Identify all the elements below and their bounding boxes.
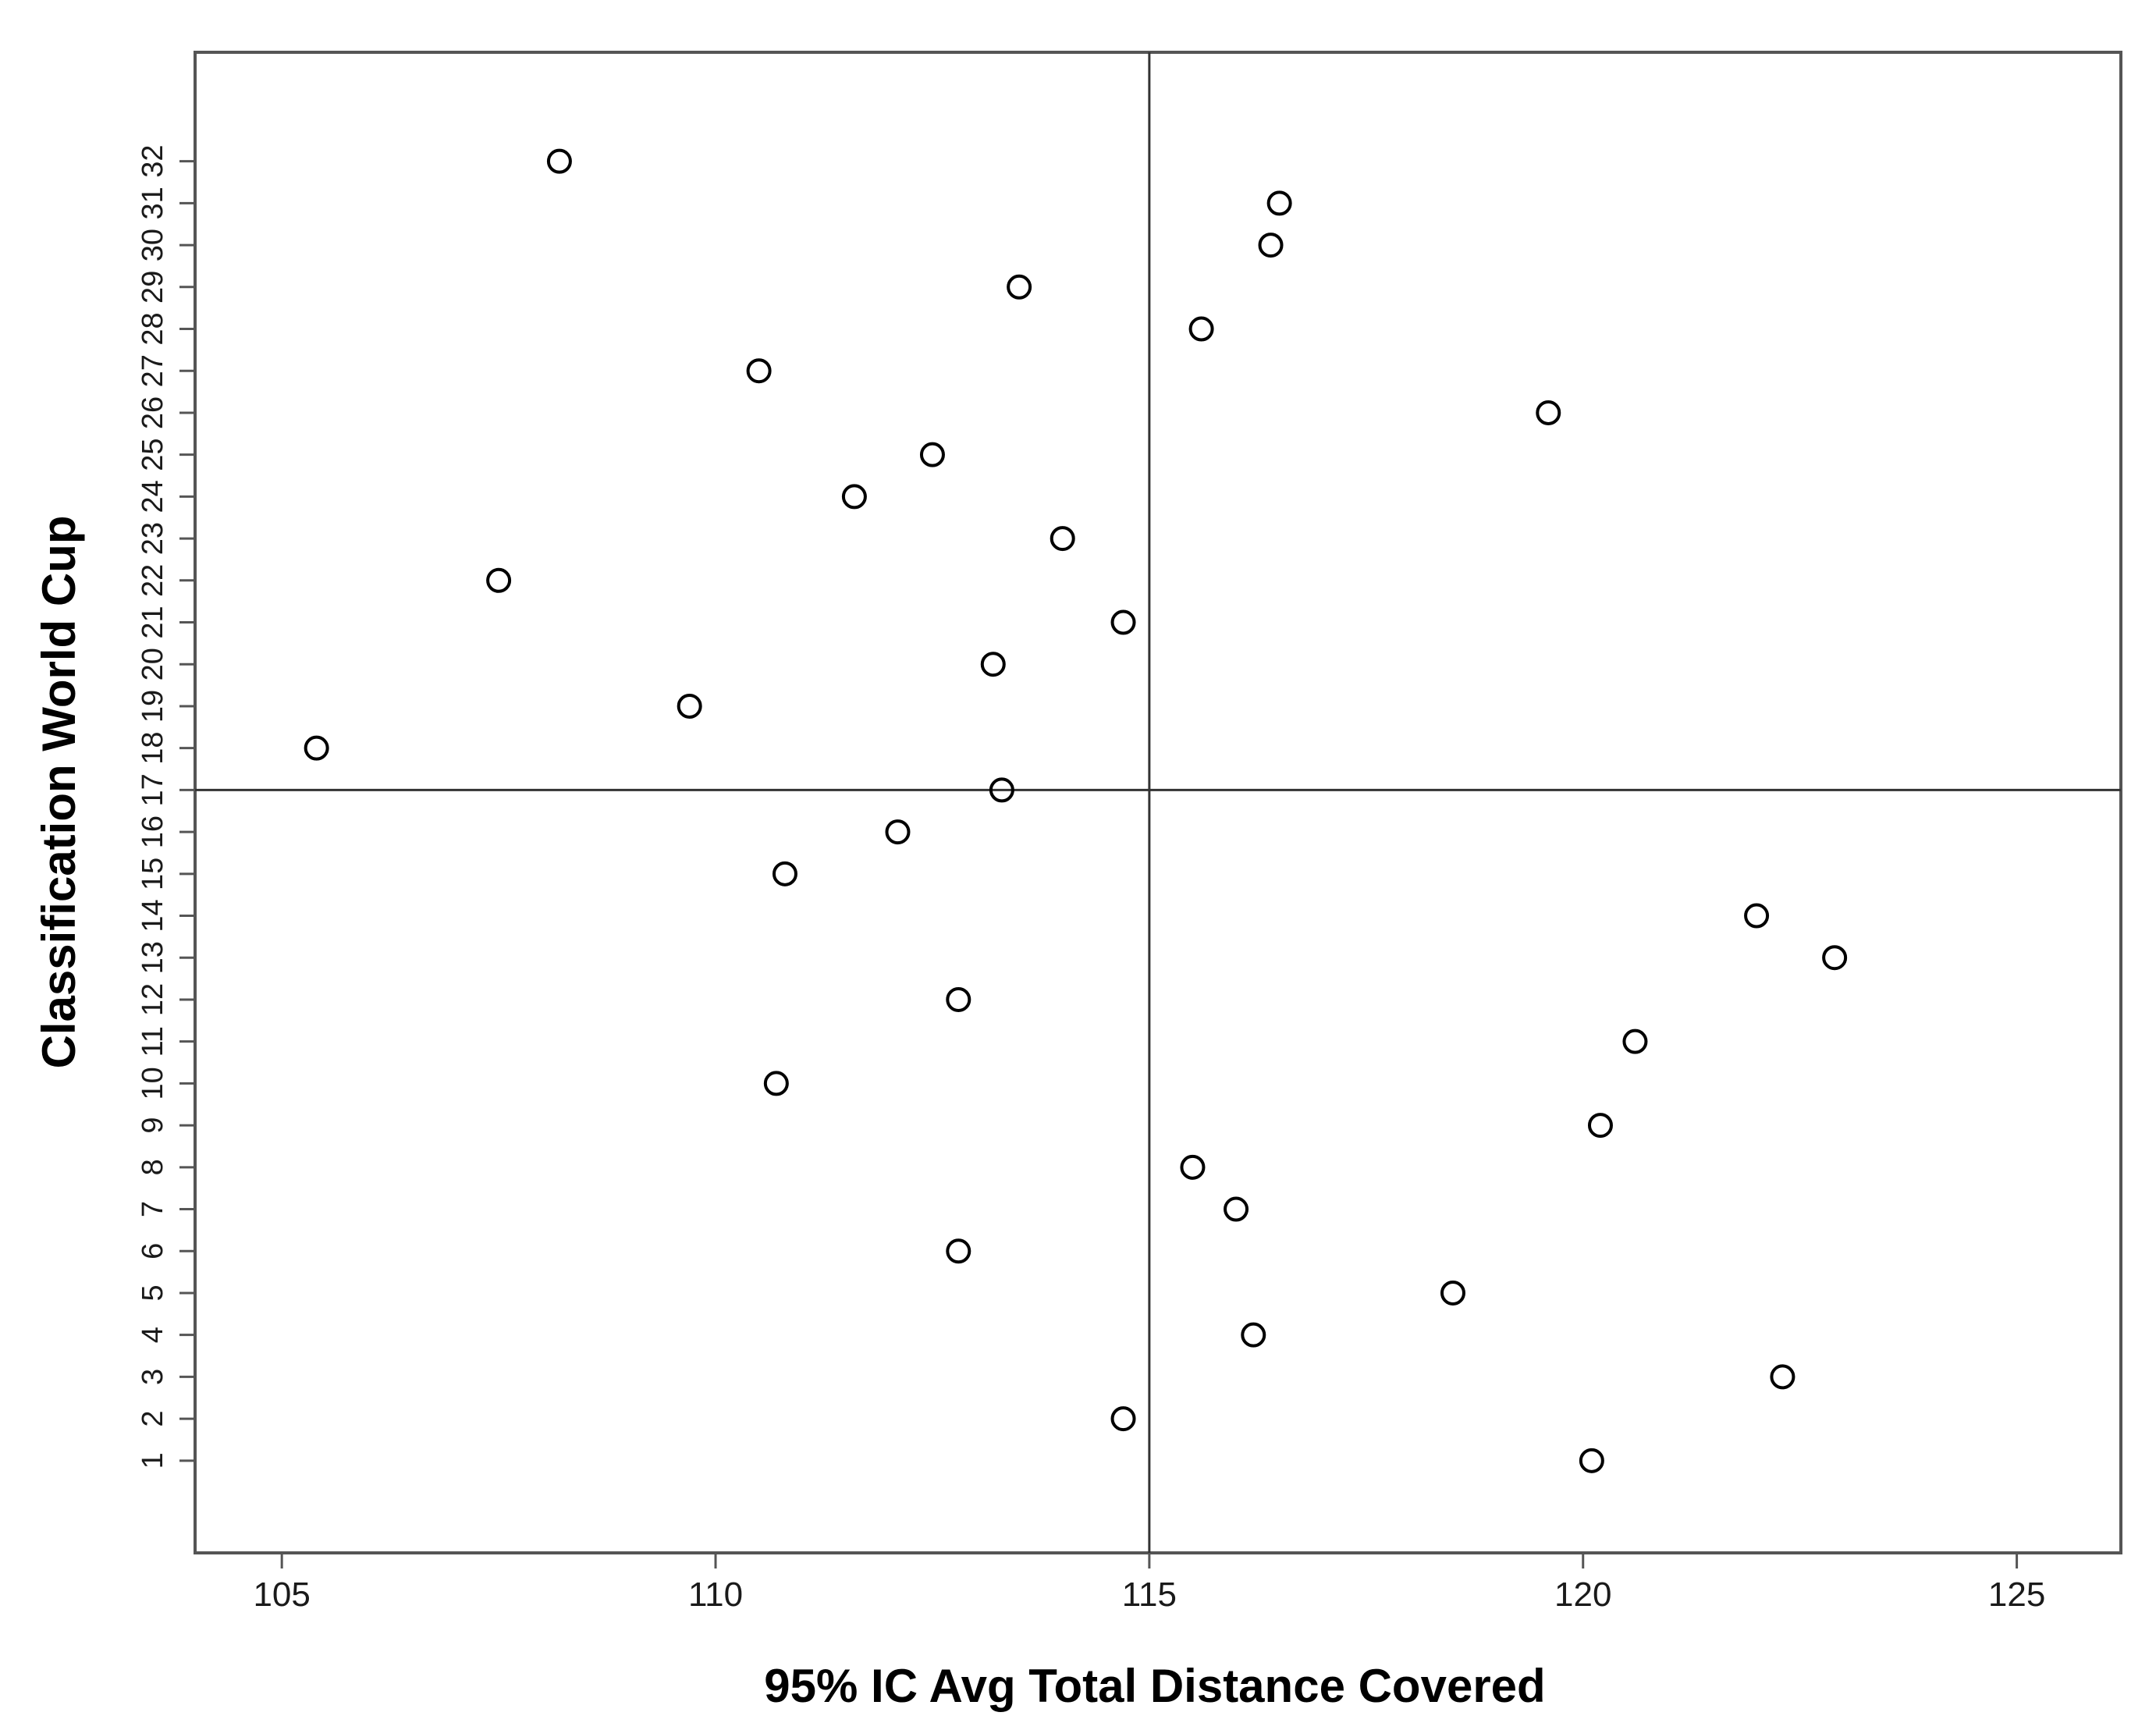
data-point [1587,1113,1613,1139]
data-point [980,652,1006,677]
data-point [1536,400,1561,425]
y-tick-label: 4 [137,1327,169,1343]
data-point [1770,1364,1795,1390]
y-tick-label: 1 [137,1452,169,1469]
data-point [546,148,572,174]
y-axis-title: Classification World Cup [33,516,85,1069]
x-axis: 105 110 115 120 125 [253,1553,2045,1614]
data-point [1440,1280,1465,1306]
data-point [1050,526,1075,552]
y-tick-label: 28 [137,312,169,345]
y-tick-label: 15 [137,858,169,890]
y-tick-label: 19 [137,690,169,723]
data-point [1224,1196,1249,1222]
y-tick-label: 22 [137,564,169,597]
y-tick-label: 11 [137,1026,169,1057]
data-point [946,986,971,1012]
data-point [1266,190,1292,216]
data-point [1579,1448,1604,1473]
x-tick-label: 115 [1122,1576,1177,1614]
y-tick-label: 21 [137,606,169,638]
data-point [1180,1154,1206,1180]
y-tick-label: 13 [137,941,169,974]
data-point [1188,316,1214,342]
y-tick-label: 27 [137,354,169,387]
y-tick-label: 3 [137,1369,169,1385]
y-tick-label: 8 [137,1159,169,1175]
y-tick-label: 29 [137,271,169,304]
y-tick-label: 30 [137,229,169,261]
data-point [304,735,329,761]
data-point [677,693,702,719]
y-tick-label: 23 [137,522,169,555]
y-tick-label: 26 [137,396,169,429]
plot-area [194,51,2122,1554]
y-tick-label: 24 [137,480,169,513]
data-points [304,148,1848,1473]
y-tick-label: 18 [137,732,169,765]
data-point [989,777,1014,803]
y-tick-label: 32 [137,145,169,178]
data-point [946,1238,971,1264]
y-tick-label: 14 [137,899,169,932]
y-tick-label: 5 [137,1284,169,1301]
data-point [746,358,772,384]
data-point [763,1071,789,1096]
x-tick-label: 120 [1554,1576,1611,1614]
y-axis: 1234567891011121314151617181920212223242… [137,145,195,1469]
data-point [486,567,512,593]
data-point [1622,1028,1648,1054]
y-tick-label: 20 [137,648,169,680]
data-point [885,819,911,845]
data-point [1744,903,1770,929]
x-tick-label: 110 [688,1576,743,1614]
y-tick-label: 2 [137,1411,169,1427]
y-tick-label: 10 [137,1067,169,1100]
plot-frame [194,51,2122,1554]
y-tick-label: 7 [137,1201,169,1217]
data-point [919,442,945,467]
x-axis-title: 95% IC Avg Total Distance Covered [764,1660,1545,1712]
data-point [1110,609,1136,635]
data-point [841,484,867,510]
y-tick-label: 16 [137,815,169,848]
data-point [1110,1406,1136,1432]
y-tick-label: 31 [137,187,169,219]
y-tick-label: 25 [137,439,169,471]
data-point [1241,1322,1266,1348]
y-tick-label: 6 [137,1243,169,1259]
y-tick-label: 17 [137,773,169,806]
data-point [1007,274,1032,300]
y-tick-label: 12 [137,983,169,1016]
x-tick-label: 125 [1988,1576,2045,1614]
data-point [1258,233,1284,258]
x-tick-label: 105 [253,1576,310,1614]
y-tick-label: 9 [137,1117,169,1134]
data-point [1822,945,1848,971]
data-point [772,861,797,886]
